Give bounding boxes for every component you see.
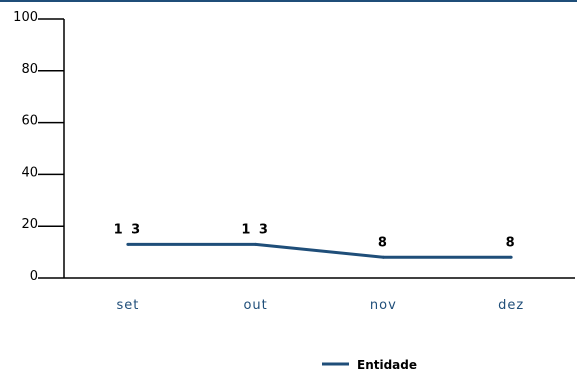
series-group [126,242,513,259]
y-tick-label: 60 [21,114,38,129]
y-tick-label: 40 [21,165,38,180]
data-point [509,255,513,259]
data-point [254,242,258,246]
y-axis-ticks: 0 20 40 60 80 100 [13,10,64,284]
y-tick-label: 100 [13,10,38,25]
x-tick-label: out [243,298,267,313]
data-label: 8 [506,235,517,250]
data-label: 8 [378,235,389,250]
data-labels: 1 3 1 3 8 8 [114,222,517,250]
x-tick-label: nov [370,298,397,313]
x-tick-label: set [116,298,139,313]
y-tick-label: 80 [21,62,38,77]
data-point [126,242,130,246]
series-line [127,242,512,259]
legend-label: Entidade [357,358,417,370]
axes [63,19,575,279]
x-axis-labels: set out nov dez [116,298,524,313]
x-tick-label: dez [498,298,524,313]
top-rule [0,0,577,2]
data-label: 1 3 [114,222,143,237]
y-tick-label: 20 [21,217,38,232]
y-tick-label: 0 [30,269,38,284]
data-label: 1 3 [241,222,270,237]
legend: Entidade [322,358,417,370]
data-point [381,255,385,259]
